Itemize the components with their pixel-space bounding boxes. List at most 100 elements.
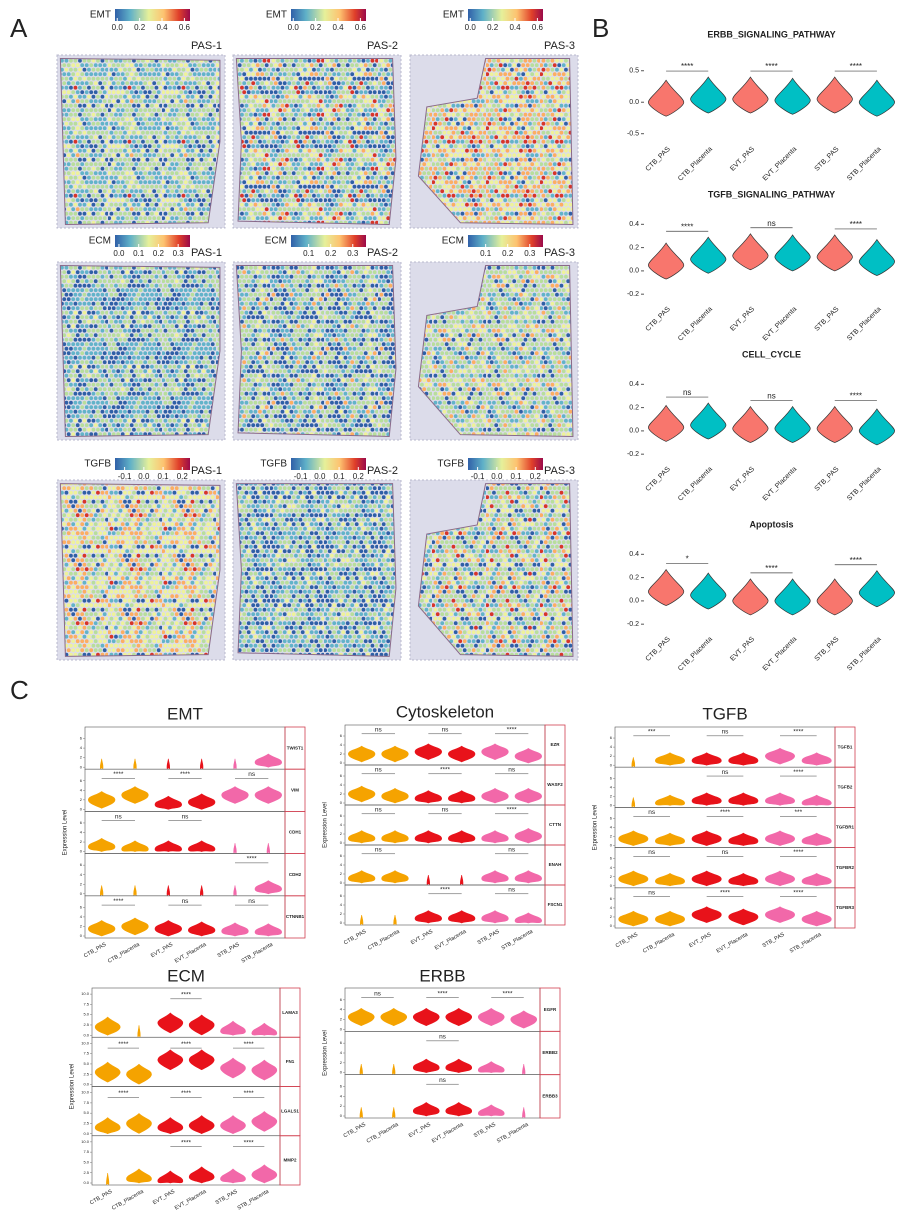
significance: ****	[681, 62, 693, 71]
significance: ****	[181, 992, 192, 999]
violin	[188, 794, 215, 810]
violin	[511, 1011, 537, 1028]
violin	[482, 871, 509, 883]
violin	[222, 923, 249, 936]
x-tick-label: STB_Placenta	[241, 941, 275, 964]
significance: ****	[247, 856, 258, 863]
figure: A B C EMT0.00.20.40.6PAS-1EMT0.00.20.40.…	[0, 0, 901, 1211]
y-tick-label: 2.5	[83, 1170, 89, 1175]
x-tick-label: EVT_Placenta	[762, 306, 799, 343]
y-tick-label: 2	[80, 797, 83, 802]
violin	[648, 570, 683, 606]
colorbar	[468, 235, 543, 247]
colorbar-tick-label: 0.0	[314, 472, 326, 481]
gene-label: CTTN	[549, 822, 561, 827]
y-tick-label: 0.0	[629, 428, 639, 435]
y-tick-label: 4	[340, 782, 343, 787]
y-tick-label: 6	[340, 813, 343, 818]
x-tick-label: EVT_Placenta	[762, 636, 799, 673]
significance: ****	[118, 1041, 129, 1048]
violin	[691, 573, 726, 609]
significance: ns	[508, 847, 516, 854]
x-tick-label: CTB_PAS	[89, 1189, 114, 1207]
violin	[267, 843, 270, 853]
y-tick-label: 4	[340, 822, 343, 827]
y-tick-label: 10.0	[81, 1139, 90, 1144]
colorbar-tick-label: 0.2	[502, 249, 514, 258]
y-tick-label: 6	[610, 735, 613, 740]
colorbar-tick-label: 0.1	[334, 472, 346, 481]
colorbar	[291, 9, 366, 21]
y-tick-label: 2	[610, 834, 613, 839]
significance: ****	[440, 887, 451, 894]
gene-label: CDH2	[289, 872, 302, 877]
violin	[802, 911, 831, 926]
x-tick-label: STB_Placenta	[846, 636, 883, 673]
significance: ns	[182, 813, 190, 820]
y-tick-label: 2	[80, 881, 83, 886]
map-title: PAS-1	[191, 40, 222, 52]
y-tick-label: 2.5	[83, 1022, 89, 1027]
significance: ns	[439, 1034, 447, 1041]
violin	[478, 1008, 504, 1025]
x-tick-label: CTB_Placenta	[677, 466, 714, 503]
x-tick-label: STB_PAS	[814, 466, 841, 493]
x-tick-label: STB_Placenta	[846, 466, 883, 503]
x-tick-label: CTB_PAS	[645, 146, 672, 173]
x-tick-label: STB_Placenta	[846, 306, 883, 343]
colorbar-tick-label: 0.1	[158, 472, 170, 481]
violin	[515, 788, 542, 803]
significance: ****	[793, 849, 804, 856]
chart-title: ERBB	[419, 966, 465, 985]
y-tick-label: 2	[80, 755, 83, 760]
y-tick-label: 0.0	[83, 1082, 89, 1087]
x-tick-label: CTB_PAS	[645, 636, 672, 663]
chart-title: ECM	[167, 966, 205, 985]
map-title: PAS-3	[544, 40, 575, 52]
x-tick-label: CTB_Placenta	[366, 1121, 401, 1144]
y-tick-label: 4	[610, 825, 613, 830]
significance: ns	[442, 807, 450, 814]
y-tick-label: 0.0	[629, 268, 639, 275]
y-tick-label: 0	[610, 923, 613, 928]
violin	[138, 1025, 141, 1037]
y-tick-label: 0	[80, 764, 83, 769]
gene-label: ERBB3	[542, 1094, 558, 1099]
y-tick-label: 10.0	[81, 1040, 90, 1045]
violin	[200, 759, 203, 769]
y-tick-label: 2.5	[83, 1121, 89, 1126]
significance: ns	[508, 767, 516, 774]
y-tick-label: 6	[340, 1084, 343, 1089]
x-tick-label: EVT_Placenta	[434, 928, 468, 951]
colorbar-tick-label: 0.3	[524, 249, 536, 258]
violin	[802, 795, 831, 805]
violin	[729, 833, 758, 845]
violin	[632, 757, 635, 767]
y-tick-label: 2	[80, 924, 83, 929]
x-tick-label: CTB_PAS	[645, 466, 672, 493]
x-tick-label: STB_PAS	[215, 1189, 239, 1207]
violin	[775, 78, 810, 114]
y-tick-label: 2.5	[83, 1071, 89, 1076]
colorbar-tick-label: 0.3	[347, 249, 359, 258]
colorbar	[115, 458, 190, 470]
panel-label: B	[592, 13, 609, 43]
x-tick-label: STB_Placenta	[501, 928, 535, 951]
violin	[360, 915, 363, 925]
significance: ns	[375, 727, 383, 734]
colorbar	[115, 9, 190, 21]
violin	[382, 831, 409, 843]
violin	[158, 1171, 183, 1183]
colorbar-tick-label: 0.6	[355, 23, 367, 32]
significance: ns	[115, 813, 123, 820]
significance: ****	[440, 767, 451, 774]
significance: ns	[375, 767, 383, 774]
violin	[733, 77, 768, 113]
y-tick-label: 2	[340, 751, 343, 756]
gene-label: TGFBR3	[836, 905, 854, 910]
significance: ns	[439, 1077, 447, 1084]
colorbar-tick-label: 0.3	[173, 249, 185, 258]
colorbar-tick-label: 0.6	[532, 23, 544, 32]
violin	[692, 793, 721, 805]
violin	[155, 920, 182, 936]
